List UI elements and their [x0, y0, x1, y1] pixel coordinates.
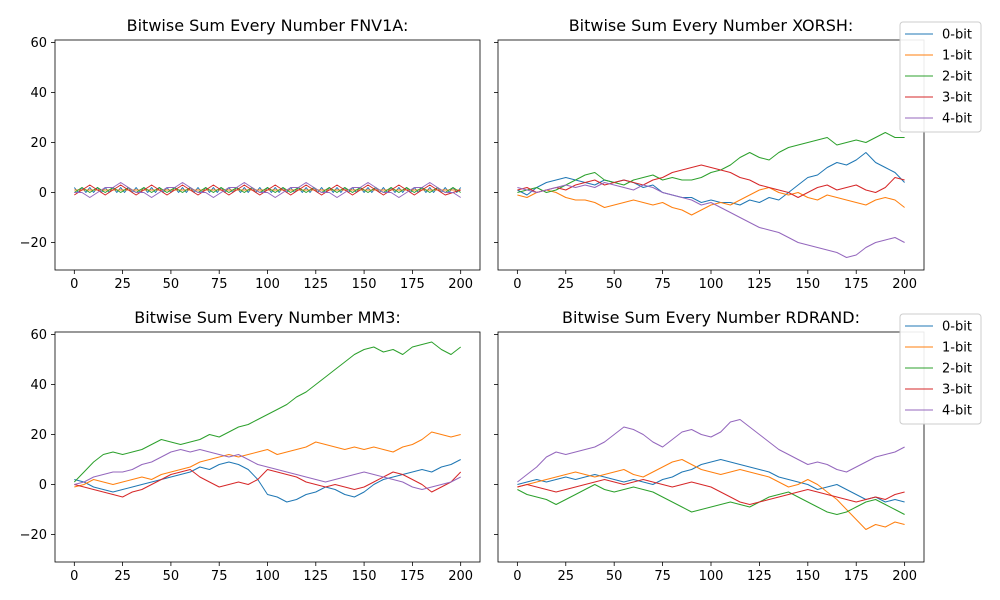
- x-tick-label: 75: [654, 569, 671, 584]
- series-line-4-bit: [74, 182, 461, 198]
- y-tick-label: 40: [30, 378, 47, 393]
- series-line-3-bit: [74, 469, 462, 498]
- x-tick-label: 200: [448, 277, 473, 292]
- series-lines: [517, 419, 905, 530]
- x-tick-label: 0: [513, 569, 521, 584]
- y-tick-label: 40: [30, 86, 47, 101]
- legend-label-0-bit: 0-bit: [942, 320, 972, 335]
- x-tick-label: 75: [654, 277, 671, 292]
- x-tick-label: 150: [352, 277, 377, 292]
- series-line-1-bit: [517, 187, 905, 216]
- x-tick-label: 150: [352, 569, 377, 584]
- legend: 0-bit 1-bit 2-bit 3-bit 4-bit: [899, 21, 982, 133]
- legend-box: [899, 21, 982, 133]
- x-tick-label: 0: [513, 277, 521, 292]
- series-line-0-bit: [74, 459, 461, 503]
- series-line-3-bit: [517, 164, 905, 198]
- x-tick-label: 50: [606, 277, 623, 292]
- series-lines: [73, 341, 462, 503]
- chart-title: Bitwise Sum Every Number RDRAND:: [562, 308, 860, 327]
- series-line-2-bit: [74, 187, 461, 193]
- series-line-3-bit: [74, 184, 461, 196]
- x-tick-label: 200: [892, 569, 917, 584]
- y-tick-label: 0: [39, 186, 47, 201]
- legend-label-1-bit: 1-bit: [942, 341, 972, 356]
- x-tick-label: 100: [699, 277, 724, 292]
- y-tick-label: 60: [30, 328, 47, 343]
- y-tick-label: 0: [39, 478, 47, 493]
- x-tick-label: 50: [163, 277, 180, 292]
- legend-label-2-bit: 2-bit: [942, 362, 972, 377]
- x-tick-label: 25: [557, 277, 574, 292]
- x-tick-label: 25: [114, 277, 131, 292]
- x-tick-label: 75: [211, 569, 228, 584]
- x-tick-label: 100: [255, 569, 280, 584]
- series-line-2-bit: [517, 484, 905, 515]
- legend-label-4-bit: 4-bit: [942, 404, 972, 419]
- series-line-4-bit: [517, 182, 905, 258]
- x-tick-label: 175: [844, 277, 869, 292]
- x-tick-label: 0: [70, 569, 78, 584]
- x-tick-label: 125: [303, 277, 328, 292]
- x-tick-label: 75: [211, 277, 228, 292]
- y-tick-label: −20: [20, 528, 47, 543]
- legend-label-1-bit: 1-bit: [942, 49, 972, 64]
- y-tick-label: 60: [30, 36, 47, 51]
- chart-title: Bitwise Sum Every Number FNV1A:: [127, 16, 409, 35]
- subplot-fnv1a: Bitwise Sum Every Number FNV1A: 0 25 50 75 10…: [20, 16, 481, 292]
- series-line-2-bit: [73, 341, 462, 483]
- series-line-2-bit: [517, 132, 905, 193]
- legend-label-2-bit: 2-bit: [942, 70, 972, 85]
- series-lines: [517, 132, 905, 258]
- chart-title: Bitwise Sum Every Number XORSH:: [569, 16, 854, 35]
- legend-label-0-bit: 0-bit: [942, 28, 972, 43]
- subplot-xorsh: Bitwise Sum Every Number XORSH: 0 25 50 75 10…: [494, 16, 982, 292]
- legend-label-3-bit: 3-bit: [942, 91, 972, 106]
- x-tick-label: 25: [557, 569, 574, 584]
- chart-title: Bitwise Sum Every Number MM3:: [134, 308, 401, 327]
- x-tick-label: 175: [400, 569, 425, 584]
- series-line-4-bit: [74, 449, 461, 490]
- x-tick-label: 150: [795, 277, 820, 292]
- x-tick-label: 100: [255, 277, 280, 292]
- legend: 0-bit 1-bit 2-bit 3-bit 4-bit: [899, 313, 982, 425]
- series-line-0-bit: [517, 459, 905, 503]
- x-tick-label: 175: [400, 277, 425, 292]
- x-tick-label: 0: [70, 277, 78, 292]
- x-tick-label: 50: [606, 569, 623, 584]
- legend-box: [899, 313, 982, 425]
- x-tick-label: 125: [747, 569, 772, 584]
- subplot-rdrand: Bitwise Sum Every Number RDRAND: 0 25 50 75 1…: [494, 308, 982, 584]
- y-tick-label: −20: [20, 236, 47, 251]
- series-line-3-bit: [517, 479, 905, 505]
- subplot-mm3: Bitwise Sum Every Number MM3: 0 25 50 75 100 1…: [20, 308, 481, 584]
- x-tick-label: 50: [163, 569, 180, 584]
- x-tick-label: 125: [747, 277, 772, 292]
- series-line-0-bit: [517, 152, 905, 206]
- x-tick-label: 125: [303, 569, 328, 584]
- x-tick-label: 100: [699, 569, 724, 584]
- x-tick-label: 150: [795, 569, 820, 584]
- series-line-4-bit: [517, 419, 905, 483]
- x-tick-label: 25: [114, 569, 131, 584]
- y-tick-label: 20: [30, 136, 47, 151]
- y-tick-label: 20: [30, 428, 47, 443]
- series-line-1-bit: [74, 431, 461, 488]
- legend-label-4-bit: 4-bit: [942, 112, 972, 127]
- series-lines: [73, 182, 462, 198]
- x-tick-label: 200: [892, 277, 917, 292]
- x-tick-label: 175: [844, 569, 869, 584]
- series-line-1-bit: [517, 459, 905, 530]
- legend-label-3-bit: 3-bit: [942, 383, 972, 398]
- x-tick-label: 200: [448, 569, 473, 584]
